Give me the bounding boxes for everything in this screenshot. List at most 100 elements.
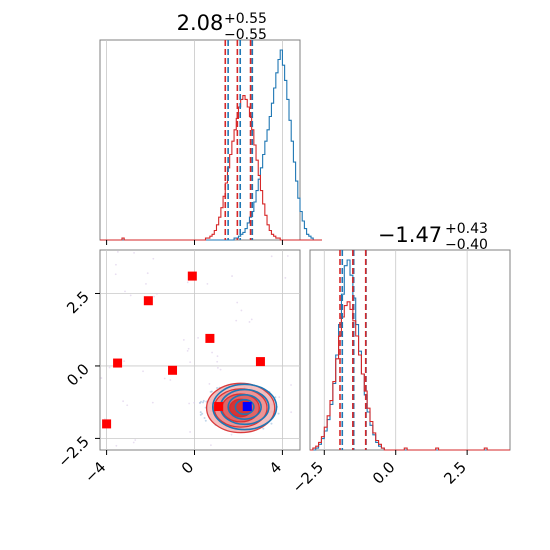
sample-dot <box>163 377 166 380</box>
sample-dot <box>262 427 265 430</box>
sample-dot <box>274 396 277 399</box>
sample-dot <box>114 273 117 276</box>
marginal-x-panel: 2.08 +0.55 −0.55 <box>99 11 322 245</box>
sample-dot <box>152 257 155 260</box>
sample-dot <box>216 386 219 389</box>
sample-dot <box>129 294 132 297</box>
red-marker <box>113 358 123 368</box>
sample-dot <box>204 419 207 422</box>
sample-dot <box>290 411 293 414</box>
x-tick-label: −4 <box>81 458 109 486</box>
marginal-y-panel: −2.5 0.0 2.5 −1.47 +0.43 −0.40 <box>289 221 511 497</box>
x-tick-label: −2.5 <box>289 458 327 496</box>
sample-dot <box>230 433 233 436</box>
sample-dot <box>208 383 211 385</box>
marginal-y-frame <box>309 249 511 451</box>
sample-dot <box>290 384 292 386</box>
sample-dot <box>126 404 129 407</box>
sample-dot <box>133 251 135 254</box>
sample-dot <box>115 263 117 266</box>
sample-dot <box>219 368 222 371</box>
red-marker <box>102 419 112 429</box>
marginal-y-title: −1.47 <box>378 223 442 247</box>
marginal-x-title-value: 2.08 <box>177 11 224 35</box>
sample-dot <box>236 301 239 304</box>
marginal-x-title: 2.08 <box>177 11 224 35</box>
blue-contour <box>227 393 262 420</box>
x-tick-label: 0 <box>178 458 197 477</box>
sample-dot <box>123 360 126 363</box>
marginal-x-title-minus: −0.55 <box>224 27 267 43</box>
sample-dot <box>216 366 219 369</box>
sample-dot <box>153 295 155 298</box>
sample-dot <box>231 275 233 277</box>
red-marker <box>205 333 215 343</box>
sample-dot <box>187 347 190 350</box>
sample-dot <box>286 255 289 257</box>
marginal-y-title-value: −1.47 <box>378 223 442 247</box>
marginal-x-frame <box>99 39 301 241</box>
sample-dot <box>199 411 202 414</box>
marginal-x-histograms <box>100 49 322 241</box>
sample-dot <box>270 255 273 258</box>
sample-dot <box>100 377 103 379</box>
marginal-x-ticks <box>106 240 283 245</box>
y-tick-label: −2.5 <box>54 433 92 471</box>
blue-contour <box>211 383 278 431</box>
sample-dot <box>210 390 213 393</box>
sample-dot <box>240 309 243 312</box>
sample-dot <box>277 412 280 415</box>
sample-dot <box>134 439 137 441</box>
sample-dot <box>124 290 126 293</box>
sample-dot <box>115 444 118 447</box>
sample-dot <box>211 351 213 354</box>
red-marker <box>143 296 153 306</box>
histogram-series <box>100 95 322 241</box>
marginal-y-quantile-lines <box>339 250 367 450</box>
marginal-x-grid <box>106 40 283 240</box>
sample-dot <box>146 272 149 275</box>
sample-dot <box>189 431 191 433</box>
sample-dot <box>188 402 191 405</box>
sample-dot <box>216 355 219 358</box>
joint-points <box>102 271 265 429</box>
blue-marker <box>242 402 252 412</box>
sample-dot <box>201 412 204 415</box>
sample-dot <box>197 336 199 339</box>
sample-dot <box>206 282 209 285</box>
red-marker <box>168 365 178 375</box>
marginal-x-quantile-lines <box>224 40 254 240</box>
sample-dot <box>108 366 111 369</box>
x-tick-label: 4 <box>266 458 285 477</box>
marginal-y-ticks: −2.5 0.0 2.5 <box>289 450 470 497</box>
sample-dot <box>250 318 253 321</box>
sample-dot <box>132 441 135 444</box>
sample-dot <box>278 396 281 399</box>
joint-panel: −4 0 4 −2.5 0.0 2.5 <box>54 249 301 486</box>
sample-dot <box>284 277 287 279</box>
x-tick-label: 2.5 <box>440 458 470 488</box>
sample-dot <box>201 401 204 404</box>
joint-grid <box>100 250 300 450</box>
sample-dot <box>145 282 147 285</box>
sample-dot <box>122 400 124 403</box>
sample-dot <box>182 339 185 341</box>
sample-dot <box>199 413 202 416</box>
marginal-y-title-minus: −0.40 <box>445 237 488 253</box>
sample-dot <box>116 250 119 253</box>
marginal-x-title-plus: +0.55 <box>224 11 267 27</box>
red-marker <box>214 402 224 412</box>
sample-dot <box>203 417 206 420</box>
red-marker <box>187 271 197 281</box>
sample-dot <box>186 281 189 284</box>
marginal-y-grid <box>323 250 468 450</box>
marginal-y-title-plus: +0.43 <box>445 221 488 237</box>
red-marker <box>255 357 265 367</box>
sample-dot <box>198 401 201 404</box>
sample-dot <box>210 444 212 447</box>
sample-dot <box>142 370 144 373</box>
sample-dot <box>169 379 172 381</box>
sample-dot <box>193 401 196 404</box>
blue-contour <box>234 398 255 416</box>
